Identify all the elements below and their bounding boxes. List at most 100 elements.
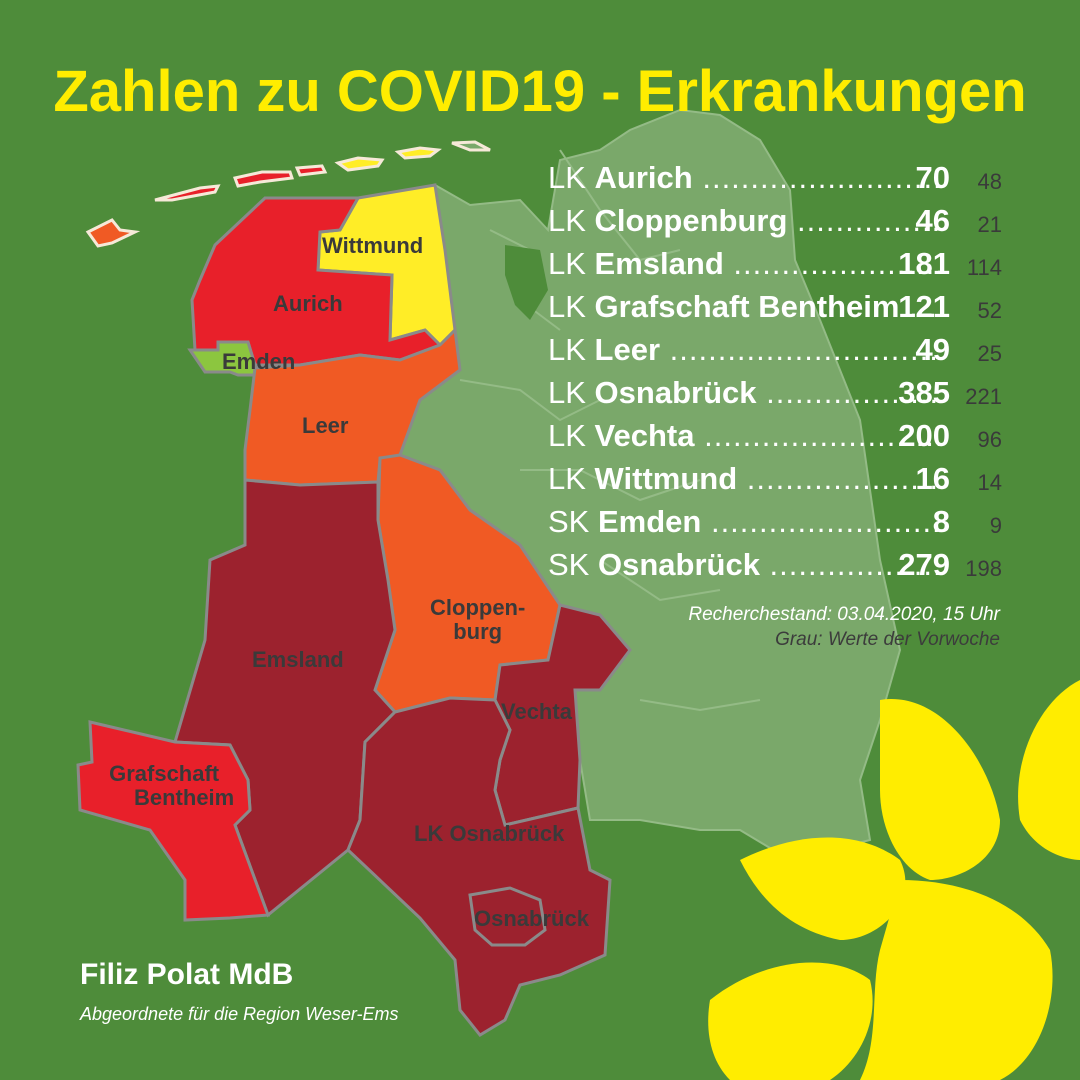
leader-dots: ........................................… [704,418,940,453]
map-label-leer: Leer [302,413,349,438]
stats-row: LK Osnabrück ...........................… [548,373,1008,416]
district-prefix: LK [548,160,586,195]
current-cases: 121 [898,289,950,324]
stats-row: LK Cloppenburg .........................… [548,201,1008,244]
district-name: Cloppenburg [594,203,788,238]
district-label: LK Vechta ..............................… [548,416,940,456]
district-name: Emsland [594,246,724,281]
map-label-osnabrueck: Osnabrück [474,906,589,931]
district-name: Osnabrück [597,547,760,582]
district-label: LK Grafschaft Bentheim .................… [548,287,940,327]
stats-row: LK Vechta ..............................… [548,416,1008,459]
previous-week-cases: 9 [989,513,1002,538]
district-label: LK Osnabrück ...........................… [548,373,940,413]
district-label: LK Emsland .............................… [548,244,940,284]
current-cases: 8 [932,504,950,539]
previous-week-cases: 48 [977,169,1002,194]
current-cases: 279 [898,547,950,582]
stats-row: LK Grafschaft Bentheim .................… [548,287,1008,330]
stats-row: LK Emsland .............................… [548,244,1008,287]
previous-week-cases: 52 [977,298,1002,323]
previous-week-cases: 21 [977,212,1002,237]
research-date-note: Recherchestand: 03.04.2020, 15 Uhr [688,604,1000,625]
previous-week-cases: 14 [977,470,1002,495]
leader-dots: ........................................… [909,289,940,324]
district-label: LK Aurich ..............................… [548,158,940,198]
district-prefix: SK [548,504,590,539]
leader-dots: ........................................… [797,203,940,238]
author-subtitle: Abgeordnete für die Region Weser-Ems [80,1004,399,1024]
previous-week-cases: 198 [965,556,1002,581]
stats-row: LK Wittmund ............................… [548,459,1008,502]
current-cases: 49 [915,332,950,367]
region-grafschaft-bentheim [76,720,271,922]
current-cases: 181 [898,246,950,281]
map-label-cloppenburg: Cloppen- burg [430,596,525,644]
island-juist [154,184,221,202]
district-prefix: LK [548,418,586,453]
island-spiekeroog [394,146,442,160]
previous-week-cases: 96 [977,427,1002,452]
author-name: Filiz Polat MdB [80,958,294,991]
current-cases: 70 [915,160,950,195]
previous-week-cases: 25 [977,341,1002,366]
jade-bay [505,245,548,320]
district-name: Osnabrück [594,375,757,410]
island-borkum [85,218,141,248]
stats-row: SK Osnabrück ...........................… [548,545,1008,588]
map-label-aurich: Aurich [273,291,343,316]
district-prefix: LK [548,246,586,281]
previous-week-cases: 114 [966,255,1002,280]
district-label: LK Wittmund ............................… [548,459,940,499]
district-name: Wittmund [594,461,738,496]
page-title: Zahlen zu COVID19 - Erkrankungen [53,59,1027,124]
current-cases: 16 [915,461,950,496]
district-prefix: LK [548,375,586,410]
leader-dots: ........................................… [746,461,940,496]
district-prefix: LK [548,332,586,367]
region-lk-osnabrueck [346,696,612,1037]
leader-dots: ........................................… [766,375,940,410]
district-label: LK Cloppenburg .........................… [548,201,940,241]
district-prefix: LK [548,461,586,496]
leader-dots: ........................................… [733,246,940,281]
current-cases: 46 [915,203,950,238]
sunflower-icon [708,680,1080,1080]
grey-values-note: Grau: Werte der Vorwoche [775,629,1000,650]
region-leer [243,326,462,487]
stats-list: LK Aurich ..............................… [548,158,1008,588]
district-name: Aurich [594,160,693,195]
map-label-grafschaft-line1: Grafschaft [109,761,220,786]
district-label: SK Emden ...............................… [548,502,940,542]
district-name: Grafschaft Bentheim [594,289,900,324]
island-wangerooge [451,140,491,152]
district-name: Vechta [594,418,695,453]
previous-week-cases: 221 [965,384,1002,409]
island-baltrum [294,164,328,177]
leader-dots: ........................................… [669,332,940,367]
district-label: LK Leer ................................… [548,330,940,370]
island-langeoog [334,156,385,172]
leader-dots: ........................................… [769,547,940,582]
district-prefix: SK [548,547,590,582]
stats-row: LK Leer ................................… [548,330,1008,373]
stats-row: SK Emden ...............................… [548,502,1008,545]
map-label-emsland: Emsland [252,647,344,672]
district-name: Emden [597,504,702,539]
stats-row: LK Aurich ..............................… [548,158,1008,201]
island-norderney [232,170,295,188]
district-name: Leer [594,332,661,367]
map-label-grafschaft-bentheim: Grafschaft Bentheim [94,762,234,810]
map-label-cloppenburg-line2: burg [453,619,503,644]
map-label-grafschaft-line2: Bentheim [134,785,235,810]
map-label-emden: Emden [222,349,296,374]
current-cases: 385 [898,375,950,410]
current-cases: 200 [898,418,950,453]
map-label-cloppenburg-line1: Cloppen- [430,595,526,620]
map-label-vechta: Vechta [501,699,572,724]
leader-dots: ........................................… [710,504,940,539]
leader-dots: ........................................… [702,160,940,195]
district-prefix: LK [548,203,586,238]
